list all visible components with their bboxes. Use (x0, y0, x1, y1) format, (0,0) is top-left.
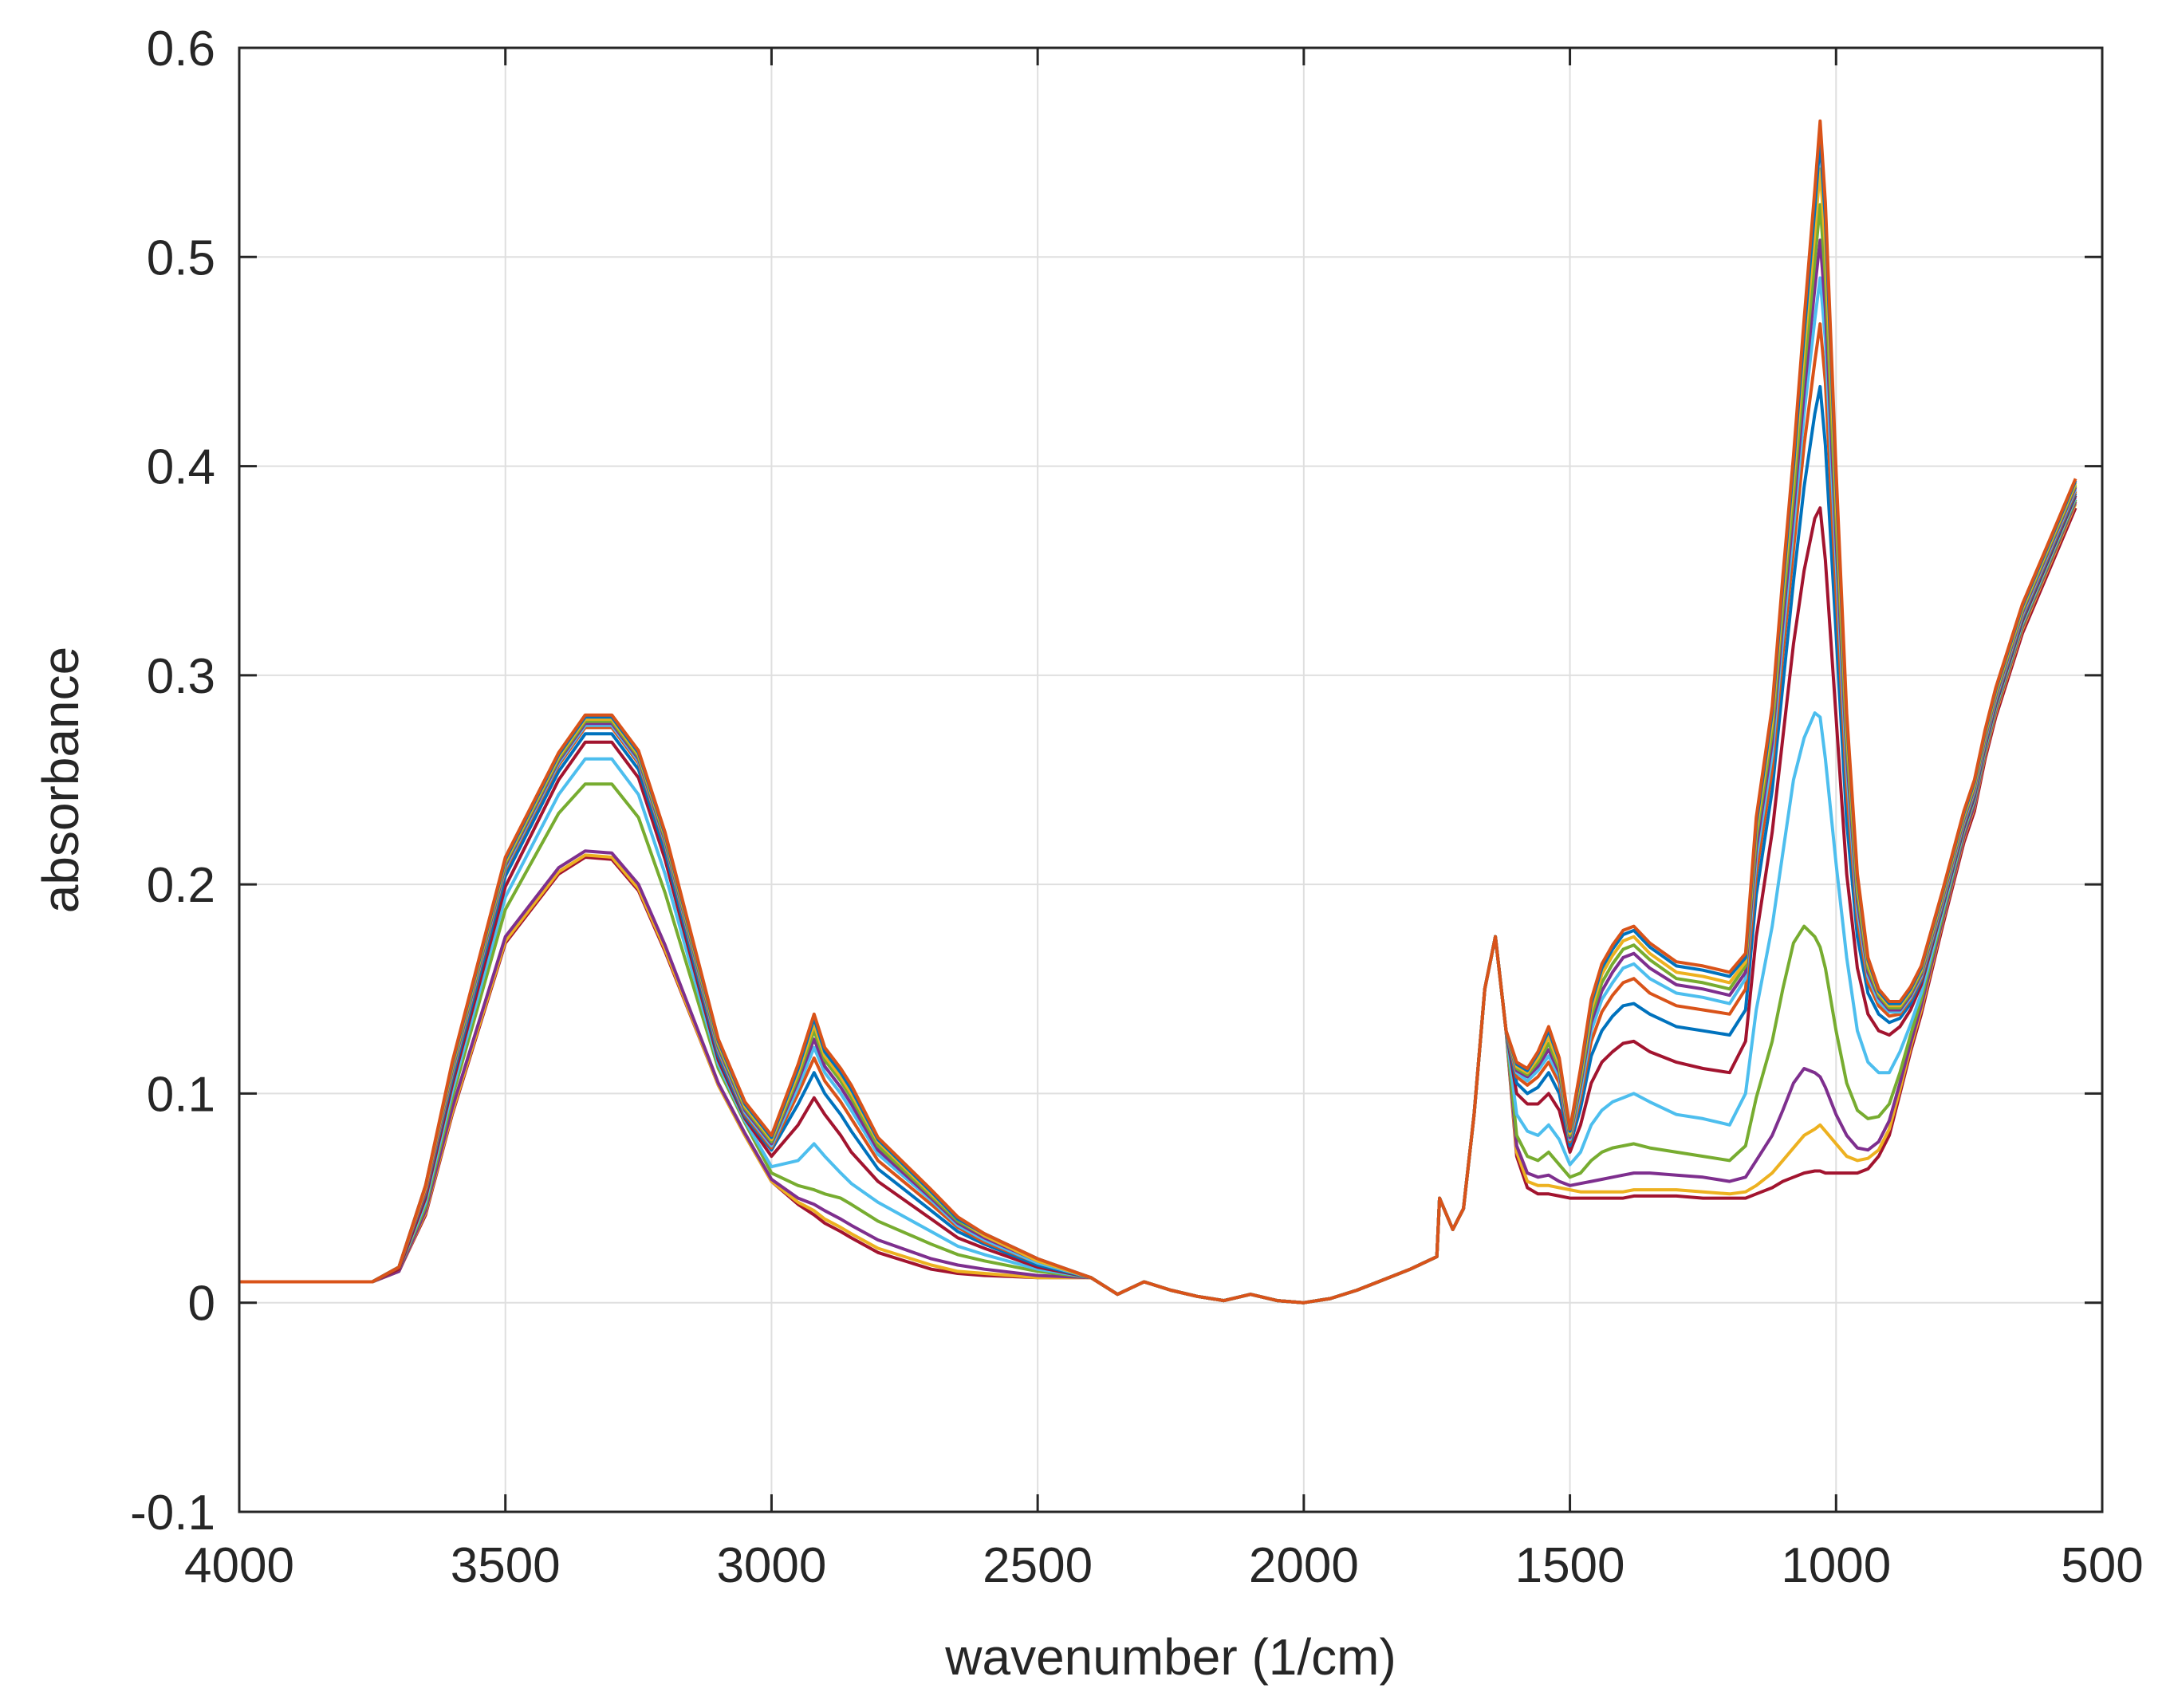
x-axis-label: wavenumber (1/cm) (944, 1628, 1396, 1686)
y-tick-label: 0 (188, 1277, 215, 1332)
y-tick-label: -0.1 (130, 1486, 215, 1541)
y-tick-label: 0.5 (147, 230, 215, 285)
x-tick-label: 1500 (1515, 1538, 1625, 1593)
x-tick-label: 500 (2061, 1538, 2143, 1593)
axis-ticks: 4000 3500 3000 2500 2000 1500 1000 500 -0.1 0 0.1 0… (130, 22, 2144, 1593)
y-tick-label: 0.1 (147, 1067, 215, 1122)
axes-box (238, 46, 2104, 1513)
grid (239, 48, 2102, 1512)
series-line-14 (239, 119, 2077, 1305)
y-axis-label: absorbance (32, 647, 89, 913)
x-tick-label: 4000 (184, 1538, 294, 1593)
y-tick-label: 0.2 (147, 858, 215, 913)
series-lines (239, 119, 2077, 1305)
x-tick-label: 1000 (1781, 1538, 1891, 1593)
y-tick-label: 0.3 (147, 649, 215, 704)
x-tick-label: 3000 (716, 1538, 826, 1593)
x-tick-label: 2000 (1249, 1538, 1359, 1593)
x-tick-label: 3500 (451, 1538, 561, 1593)
y-tick-label: 0.4 (147, 440, 215, 495)
y-tick-label: 0.6 (147, 22, 215, 77)
x-tick-label: 2500 (983, 1538, 1093, 1593)
